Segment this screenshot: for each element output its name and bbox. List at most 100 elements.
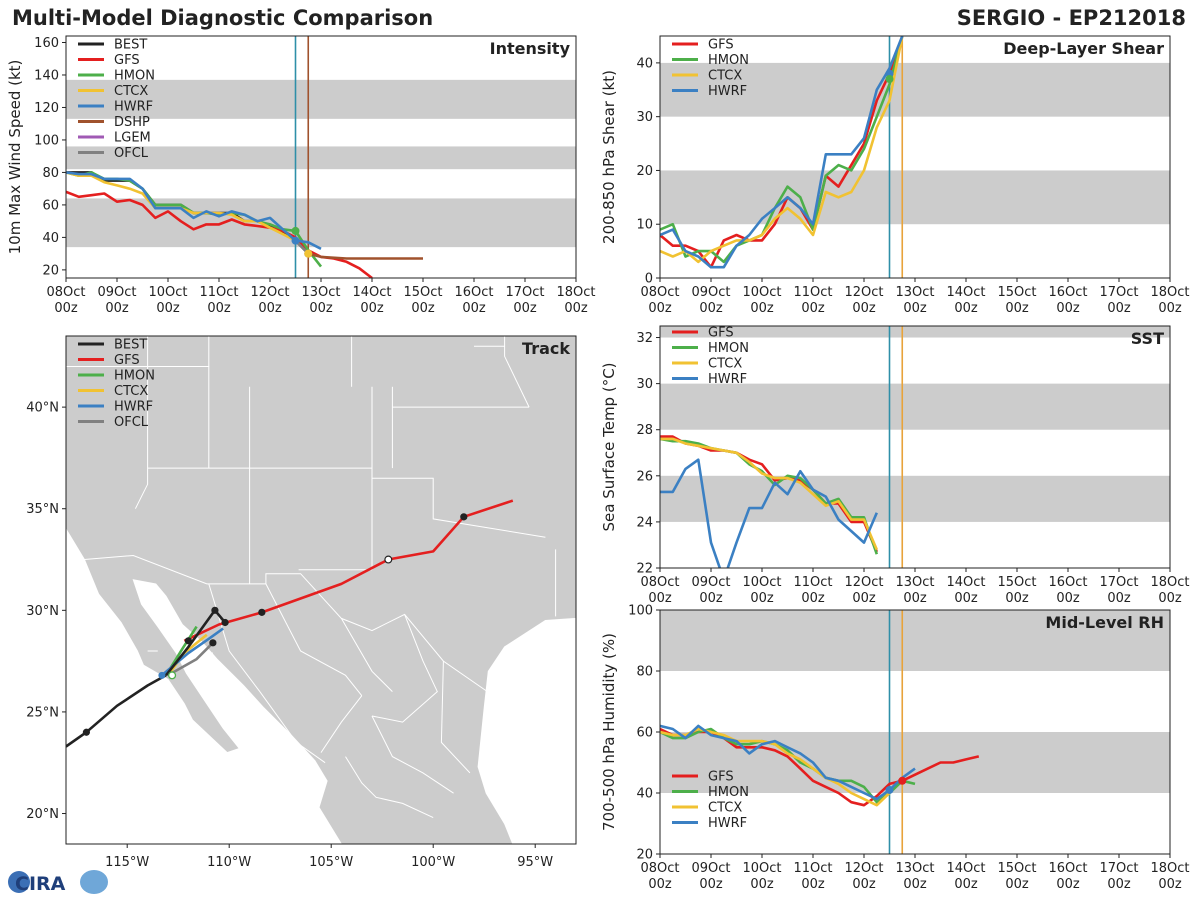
- x-tick-sublabel: 00z: [852, 301, 876, 316]
- x-tick-sublabel: 00z: [954, 877, 978, 892]
- legend-label-best: BEST: [114, 38, 147, 53]
- series-marker-hwrf: [291, 236, 300, 245]
- x-tick-sublabel: 00z: [564, 301, 588, 316]
- x-tick-label: 10Oct: [742, 575, 781, 590]
- y-tick-label: 20: [42, 263, 59, 278]
- cira-logo-text: CIRA: [15, 873, 66, 895]
- x-tick-label: 14Oct: [946, 285, 985, 300]
- y-tick-label: 22: [636, 562, 653, 577]
- series-line-hmon: [660, 36, 904, 264]
- boundary-line: [340, 618, 393, 692]
- x-tick-label: 13Oct: [301, 285, 340, 300]
- x-tick-label: 18Oct: [1150, 861, 1189, 876]
- x-tick-label: 17Oct: [1099, 861, 1138, 876]
- panel-title: Mid-Level RH: [1045, 613, 1164, 632]
- plot-area: [660, 326, 1170, 568]
- legend-label-ctcx: CTCX: [114, 384, 148, 399]
- x-tick-label: 15Oct: [997, 285, 1036, 300]
- map-area: [66, 336, 576, 844]
- y-axis-label: Sea Surface Temp (°C): [600, 362, 618, 531]
- x-tick-label: 12Oct: [844, 285, 883, 300]
- legend-label-gfs: GFS: [708, 770, 734, 785]
- track-line-best: [164, 608, 227, 677]
- x-tick-sublabel: 00z: [462, 301, 486, 316]
- shaded-band: [660, 62, 1170, 117]
- y-tick-label: 160: [34, 36, 59, 51]
- series-marker-hmon: [885, 75, 894, 84]
- track-point-best: [211, 606, 219, 614]
- x-tick-label: 10Oct: [742, 861, 781, 876]
- legend-label-ofcl: OFCL: [114, 415, 149, 430]
- track-line-ofcl: [167, 641, 214, 677]
- x-tick-label: 18Oct: [1150, 285, 1189, 300]
- lon-tick-label: 115°W: [105, 855, 149, 870]
- boundary-line: [371, 715, 454, 794]
- legend-label-hwrf: HWRF: [708, 372, 747, 387]
- x-tick-label: 13Oct: [895, 861, 934, 876]
- sst-chart: 22242628303208Oct00z09Oct00z10Oct00z11Oc…: [600, 325, 1190, 606]
- boundary-line: [440, 661, 471, 774]
- x-tick-label: 13Oct: [895, 285, 934, 300]
- x-tick-label: 11Oct: [793, 285, 832, 300]
- x-tick-label: 08Oct: [640, 861, 679, 876]
- x-tick-label: 11Oct: [199, 285, 238, 300]
- x-tick-label: 16Oct: [1048, 285, 1087, 300]
- legend-label-gfs: GFS: [708, 38, 734, 53]
- lat-tick-label: 20°N: [26, 807, 59, 822]
- x-tick-sublabel: 00z: [411, 301, 435, 316]
- track-map: 115°W 110°W 105°W 100°W 95°W 20°N 25°N 30°N 35°N…: [26, 335, 577, 870]
- y-axis-label: 200-850 hPa Shear (kt): [600, 70, 618, 244]
- y-axis-label: 10m Max Wind Speed (kt): [6, 60, 24, 255]
- lon-tick-label: 105°W: [309, 855, 353, 870]
- y-tick-label: 120: [34, 101, 59, 116]
- legend-label-ctcx: CTCX: [708, 801, 742, 816]
- page-title: Multi-Model Diagnostic Comparison: [12, 6, 434, 30]
- series-line-hwrf: [660, 724, 916, 801]
- track-point-best: [184, 637, 192, 645]
- x-tick-sublabel: 00z: [852, 591, 876, 606]
- y-tick-label: 40: [636, 56, 653, 71]
- series-line-ctcx: [660, 727, 891, 807]
- rh-chart: 2040608010008Oct00z09Oct00z10Oct00z11Oct…: [600, 604, 1190, 893]
- intensity-chart: 2040608010012014016008Oct00z09Oct00z10Oc…: [6, 35, 596, 316]
- series-marker-gfs: [898, 776, 907, 785]
- shaded-band: [66, 146, 576, 170]
- legend-label-gfs: GFS: [114, 353, 140, 368]
- lon-tick-label: 95°W: [517, 855, 553, 870]
- boundary-line: [134, 366, 149, 509]
- boundary-line: [147, 336, 210, 367]
- x-tick-label: 15Oct: [997, 861, 1036, 876]
- track-start-hwrf: [158, 671, 166, 679]
- shaded-band: [660, 383, 1170, 430]
- lat-tick-label: 35°N: [26, 502, 59, 517]
- series-line-hwrf: [66, 171, 322, 250]
- x-tick-sublabel: 00z: [801, 301, 825, 316]
- lon-tick-label: 110°W: [207, 855, 251, 870]
- track-point-best: [221, 618, 229, 627]
- x-tick-label: 14Oct: [352, 285, 391, 300]
- x-tick-label: 09Oct: [691, 575, 730, 590]
- x-tick-sublabel: 00z: [801, 591, 825, 606]
- legend-label-ctcx: CTCX: [708, 357, 742, 372]
- boundary-line: [504, 336, 530, 408]
- map-title: Track: [522, 339, 570, 358]
- x-tick-sublabel: 00z: [648, 301, 672, 316]
- track-line-best: [66, 674, 167, 748]
- x-tick-sublabel: 00z: [903, 877, 927, 892]
- x-tick-sublabel: 00z: [852, 877, 876, 892]
- x-tick-sublabel: 00z: [156, 301, 180, 316]
- legend-label-hwrf: HWRF: [708, 816, 747, 831]
- x-tick-label: 15Oct: [997, 575, 1036, 590]
- legend-label-lgem: LGEM: [114, 131, 151, 146]
- shaded-band: [660, 610, 1170, 671]
- y-tick-label: 80: [42, 166, 59, 181]
- x-tick-label: 13Oct: [895, 575, 934, 590]
- x-tick-label: 08Oct: [640, 285, 679, 300]
- track-point-ofcl: [209, 639, 217, 647]
- x-tick-sublabel: 00z: [1005, 877, 1029, 892]
- y-tick-label: 32: [636, 331, 653, 346]
- x-tick-sublabel: 00z: [750, 877, 774, 892]
- panel-title: Intensity: [490, 39, 571, 58]
- x-tick-sublabel: 00z: [648, 591, 672, 606]
